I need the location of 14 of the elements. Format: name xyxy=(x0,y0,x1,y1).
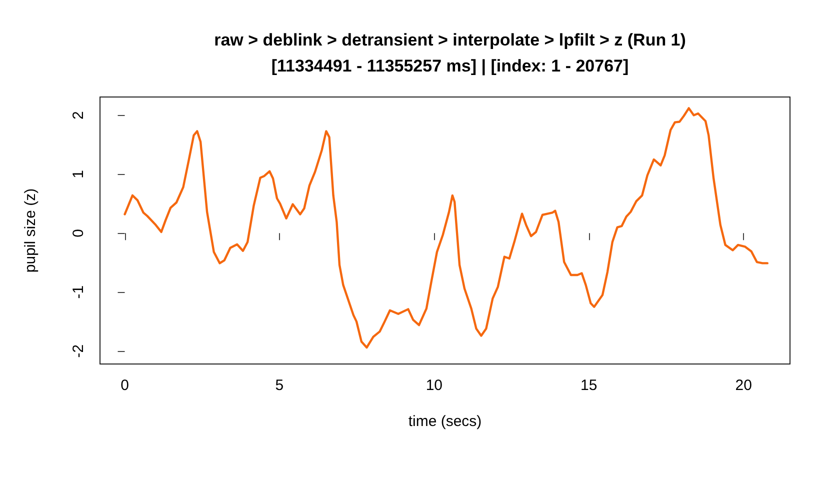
y-tick-label: 1 xyxy=(70,170,87,178)
y-axis-title: pupil size (z) xyxy=(22,188,39,273)
x-tick-label: 5 xyxy=(275,377,284,394)
y-tick-label: 2 xyxy=(70,111,87,120)
y-tick-label: -2 xyxy=(70,344,87,358)
x-tick-label: 15 xyxy=(580,377,598,394)
x-tick-label: 10 xyxy=(426,377,443,394)
line-series xyxy=(124,107,769,349)
x-tick-label: 0 xyxy=(120,377,129,394)
y-tick-label: 0 xyxy=(70,228,87,238)
chart-title: raw > deblink > detransient > interpolate > lpfilt > z (Run 1) [11334491 - 11355257 ms] | [index: 1 - 20767] xyxy=(214,30,686,76)
x-axis-title: time (secs) xyxy=(408,413,482,430)
x-tick-label: 20 xyxy=(735,377,752,394)
y-tick-label: -1 xyxy=(70,285,87,299)
